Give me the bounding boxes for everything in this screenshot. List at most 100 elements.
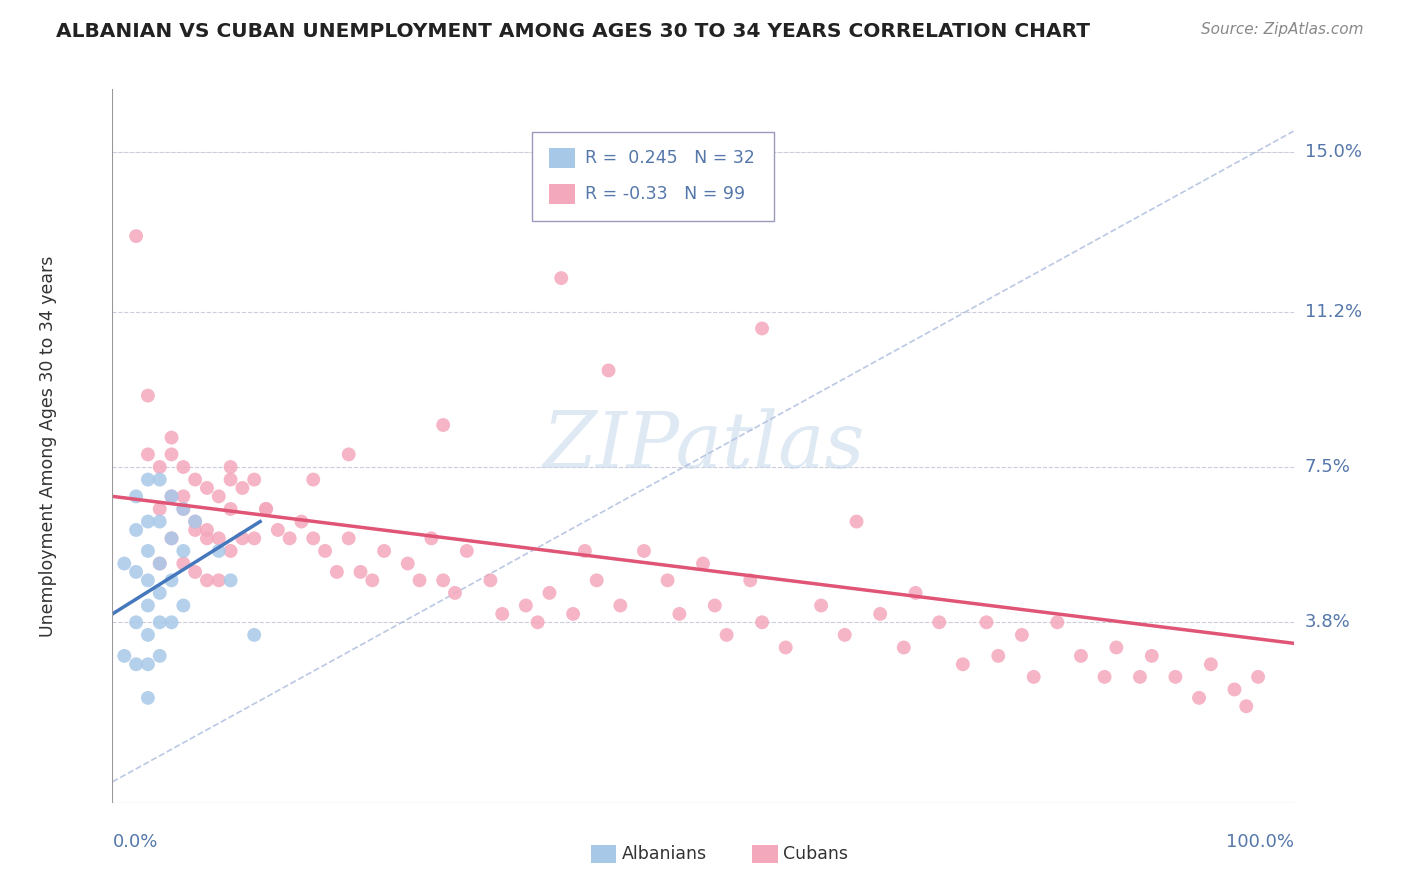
Point	[526, 615, 548, 630]
Point	[172, 557, 194, 571]
Point	[633, 544, 655, 558]
Point	[136, 657, 159, 672]
Bar	[550, 184, 575, 204]
Point	[172, 599, 194, 613]
Point	[491, 607, 513, 621]
Point	[136, 447, 159, 461]
Point	[302, 473, 325, 487]
Point	[1140, 648, 1163, 663]
Point	[1223, 682, 1246, 697]
Point	[290, 515, 312, 529]
Point	[231, 532, 253, 546]
Point	[515, 599, 537, 613]
Point	[740, 574, 762, 588]
Point	[195, 523, 218, 537]
Text: 0.0%: 0.0%	[112, 833, 157, 851]
Point	[775, 640, 797, 655]
Point	[219, 574, 242, 588]
Point	[337, 447, 360, 461]
Bar	[550, 148, 575, 169]
Point	[562, 607, 585, 621]
Point	[574, 544, 596, 558]
Text: 11.2%: 11.2%	[1305, 302, 1362, 321]
Point	[657, 574, 679, 588]
Point	[952, 657, 974, 672]
Point	[928, 615, 950, 630]
Point	[432, 574, 454, 588]
Point	[136, 473, 159, 487]
Point	[172, 544, 194, 558]
Point	[160, 532, 183, 546]
Point	[125, 523, 148, 537]
Point	[149, 557, 172, 571]
Point	[136, 599, 159, 613]
Point	[432, 417, 454, 432]
Point	[149, 557, 172, 571]
Point	[1164, 670, 1187, 684]
Text: ZIPatlas: ZIPatlas	[541, 408, 865, 484]
Point	[195, 574, 218, 588]
Point	[149, 502, 172, 516]
Point	[243, 628, 266, 642]
Point	[125, 489, 148, 503]
Point	[254, 502, 277, 516]
Point	[149, 648, 172, 663]
Point	[1247, 670, 1270, 684]
Point	[172, 502, 194, 516]
Point	[598, 363, 620, 377]
Point	[444, 586, 467, 600]
Point	[1199, 657, 1222, 672]
Point	[184, 565, 207, 579]
Point	[869, 607, 891, 621]
Point	[195, 481, 218, 495]
Point	[904, 586, 927, 600]
Point	[136, 544, 159, 558]
Point	[845, 515, 868, 529]
Point	[231, 481, 253, 495]
Point	[136, 690, 159, 705]
Point	[160, 532, 183, 546]
Point	[337, 532, 360, 546]
Point	[243, 473, 266, 487]
Point	[125, 565, 148, 579]
Text: R = -0.33   N = 99: R = -0.33 N = 99	[585, 186, 745, 203]
Text: R =  0.245   N = 32: R = 0.245 N = 32	[585, 150, 755, 168]
Point	[1022, 670, 1045, 684]
Point	[456, 544, 478, 558]
Point	[585, 574, 607, 588]
Point	[987, 648, 1010, 663]
Point	[243, 532, 266, 546]
Point	[361, 574, 384, 588]
Point	[184, 515, 207, 529]
Text: 7.5%: 7.5%	[1305, 458, 1351, 476]
Point	[208, 489, 231, 503]
Point	[703, 599, 725, 613]
Point	[160, 431, 183, 445]
Point	[125, 229, 148, 244]
Point	[326, 565, 349, 579]
Text: 100.0%: 100.0%	[1226, 833, 1294, 851]
Point	[373, 544, 395, 558]
Point	[125, 657, 148, 672]
Point	[692, 557, 714, 571]
Point	[136, 628, 159, 642]
Point	[160, 574, 183, 588]
Point	[349, 565, 371, 579]
Point	[195, 532, 218, 546]
Point	[408, 574, 430, 588]
Point	[149, 473, 172, 487]
Point	[125, 615, 148, 630]
Point	[136, 389, 159, 403]
Point	[149, 615, 172, 630]
Point	[278, 532, 301, 546]
Point	[1011, 628, 1033, 642]
Point	[1070, 648, 1092, 663]
Point	[550, 271, 572, 285]
Point	[609, 599, 631, 613]
Point	[219, 544, 242, 558]
Point	[208, 532, 231, 546]
Point	[314, 544, 336, 558]
Point	[751, 321, 773, 335]
Point	[149, 586, 172, 600]
Point	[396, 557, 419, 571]
